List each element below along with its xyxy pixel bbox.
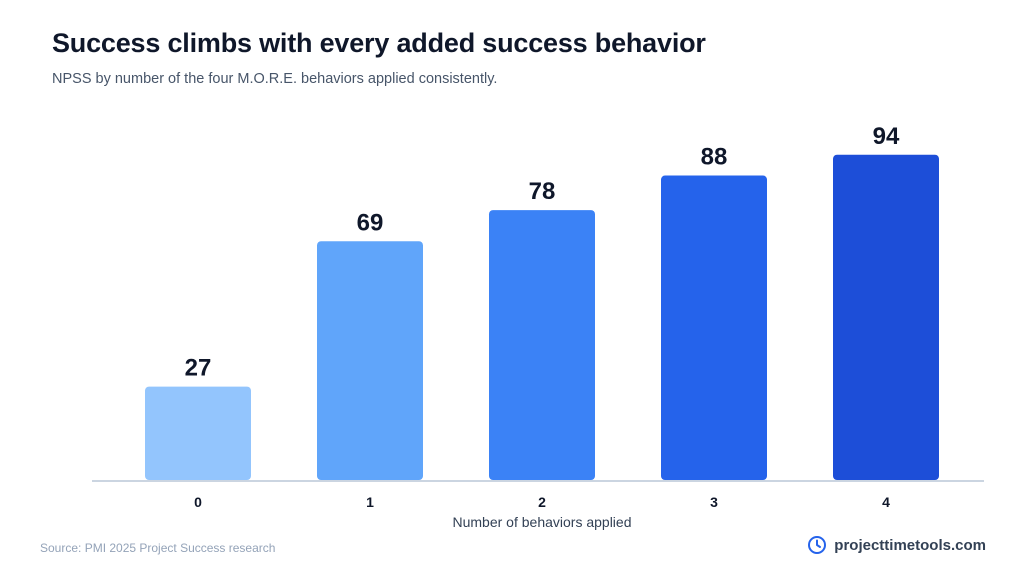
- ticks-layer: 0 1 2 3 4: [194, 494, 890, 510]
- value-label-2: 78: [529, 178, 556, 205]
- bar-3: [661, 175, 767, 480]
- labels-layer: 27 69 78 88 94: [185, 123, 900, 382]
- bar-0: [145, 386, 251, 480]
- brand-logo: projecttimetools.com: [807, 535, 986, 555]
- chart-subtitle: NPSS by number of the four M.O.R.E. beha…: [52, 71, 498, 87]
- x-tick-label-2: 2: [538, 494, 546, 510]
- x-tick-label-3: 3: [710, 494, 718, 510]
- bars-layer: [145, 154, 939, 480]
- x-tick-label-1: 1: [366, 494, 374, 510]
- value-label-1: 69: [357, 209, 384, 236]
- x-axis-title: Number of behaviors applied: [453, 514, 632, 530]
- brand-name: projecttimetools.com: [834, 536, 986, 554]
- x-tick-label-4: 4: [882, 494, 890, 510]
- bar-4: [833, 154, 939, 480]
- value-label-3: 88: [701, 144, 728, 171]
- x-tick-label-0: 0: [194, 494, 202, 510]
- bar-2: [489, 210, 595, 480]
- chart-title: Success climbs with every added success …: [52, 28, 706, 58]
- bar-1: [317, 241, 423, 480]
- value-label-4: 94: [873, 123, 900, 150]
- source-note: Source: PMI 2025 Project Success researc…: [40, 541, 276, 555]
- value-label-0: 27: [185, 355, 212, 382]
- clock-icon: [807, 535, 827, 555]
